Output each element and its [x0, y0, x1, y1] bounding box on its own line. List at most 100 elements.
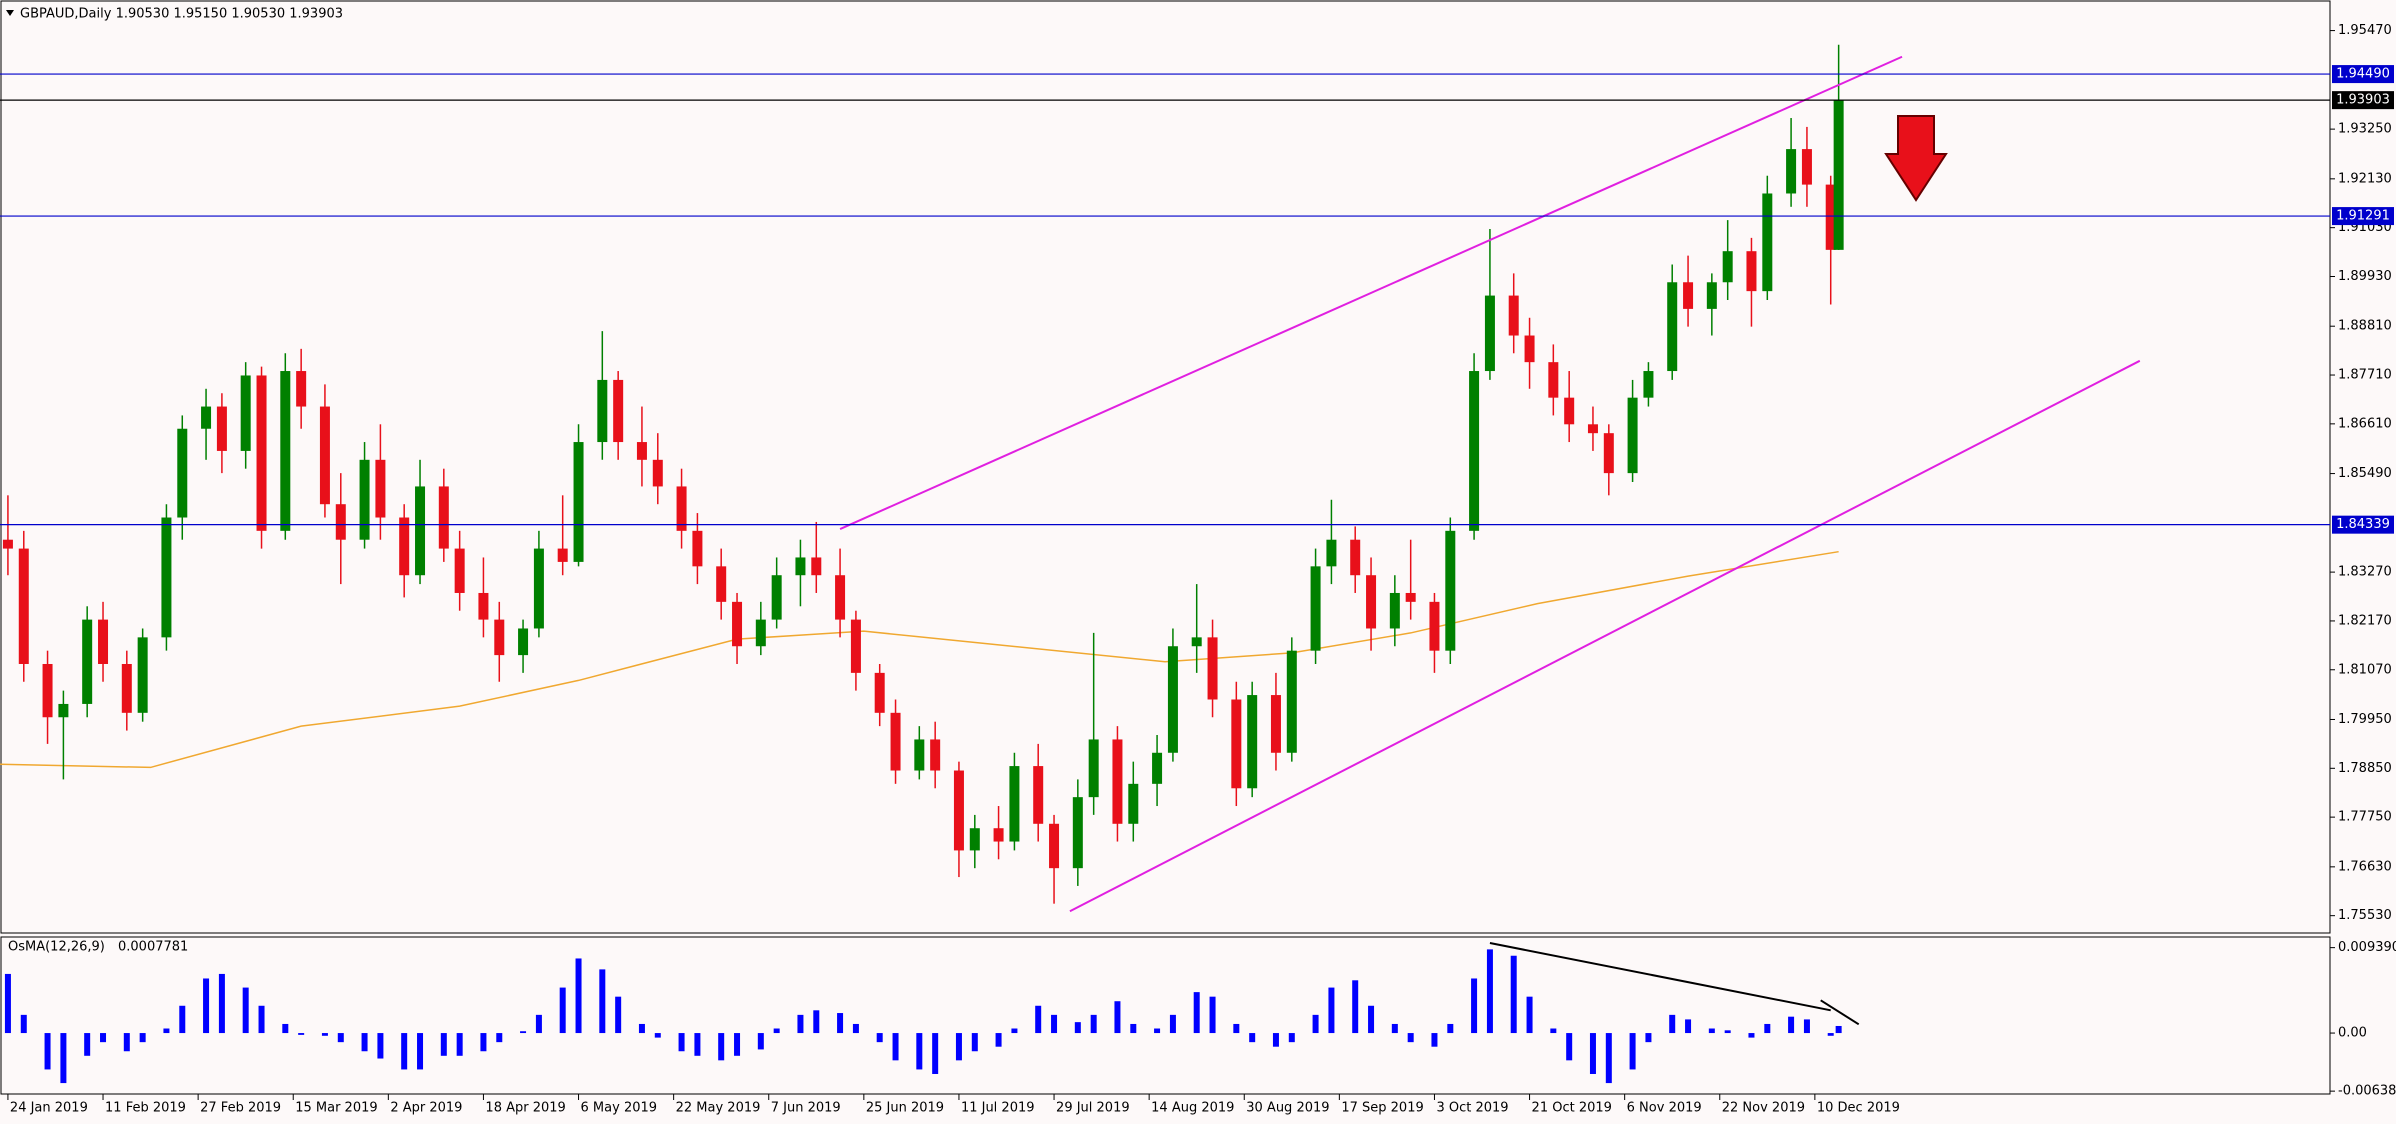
x-tick-label: 7 Jun 2019 [771, 1101, 841, 1116]
x-tick-label: 11 Jul 2019 [961, 1101, 1035, 1116]
candle-body [953, 770, 964, 851]
osma-bar [440, 1033, 447, 1056]
candle-body [755, 619, 766, 647]
osma-bar [995, 1033, 1002, 1047]
level-label-bg [2332, 65, 2394, 84]
osma-bar [100, 1033, 107, 1043]
candle-body [613, 379, 624, 443]
osma-bar [163, 1028, 170, 1034]
osma-bar [1669, 1014, 1676, 1034]
candle-body [1207, 637, 1218, 700]
candle-body [597, 379, 608, 443]
x-tick-label: 18 Apr 2019 [485, 1101, 565, 1116]
osma-bar [218, 973, 225, 1034]
osma-bar [678, 1033, 685, 1052]
candle-body [1445, 530, 1456, 651]
candle-body [676, 486, 687, 531]
osma-bar [1550, 1028, 1557, 1034]
candle-body [1746, 251, 1757, 292]
osma-title: OsMA(12,26,9) [8, 940, 105, 955]
level-label: 1.94490 [2336, 67, 2390, 82]
y-tick-label: 1.85490 [2338, 466, 2392, 481]
candle-body [914, 739, 925, 771]
candle-body [573, 442, 584, 562]
osma-bar [1803, 1019, 1810, 1034]
osma-bar [1011, 1028, 1018, 1034]
chart-title: GBPAUD,Daily 1.90530 1.95150 1.90530 1.9… [20, 7, 343, 22]
osma-bar [1629, 1033, 1636, 1070]
candle-body [1389, 592, 1400, 629]
candle-body [82, 619, 93, 704]
osma-bar [718, 1033, 725, 1061]
y-tick-label: 1.95470 [2338, 23, 2392, 38]
osma-bar [1748, 1033, 1755, 1038]
osma-bar [773, 1028, 780, 1034]
candle-body [1762, 193, 1773, 292]
main-frame [0, 0, 2331, 934]
osma-bar [1312, 1014, 1319, 1034]
candle-body [280, 371, 291, 531]
candle-body [1366, 575, 1377, 629]
y-tick-label: 1.86610 [2338, 416, 2392, 431]
candle-body [1247, 695, 1258, 789]
candle-body [533, 548, 544, 629]
candle-body [1112, 739, 1123, 824]
x-tick-label: 30 Aug 2019 [1246, 1101, 1329, 1116]
candle-body [835, 575, 846, 620]
y-tick-label: 1.78850 [2338, 761, 2392, 776]
osma-bar [1249, 1033, 1256, 1043]
candle-body [319, 406, 330, 505]
osma-bar [1566, 1033, 1573, 1061]
osma-bar [837, 1013, 844, 1034]
osma-bar [1154, 1028, 1161, 1034]
y-tick-label: 1.79950 [2338, 712, 2392, 727]
candle-body [1167, 646, 1178, 753]
y-tick-label: 1.93250 [2338, 122, 2392, 137]
x-tick-label: 21 Oct 2019 [1532, 1101, 1612, 1116]
osma-bar [813, 1010, 820, 1034]
osma-bar [797, 1014, 804, 1034]
osma-bar [1835, 1025, 1842, 1034]
candle-body [98, 619, 109, 664]
y-tick-label: 1.81070 [2338, 662, 2392, 677]
candle-body [359, 459, 370, 540]
candle-body [58, 703, 69, 718]
candle-body [478, 592, 489, 620]
osma-bar [1051, 1014, 1058, 1034]
osma-bar [1708, 1028, 1715, 1034]
candle-body [1484, 295, 1495, 372]
candle-body [716, 566, 727, 602]
candle-body [1286, 650, 1297, 753]
x-tick-label: 22 Nov 2019 [1722, 1101, 1805, 1116]
candle-body [177, 428, 188, 518]
osma-bar [1209, 996, 1216, 1034]
candle-body [1643, 371, 1654, 398]
x-tick-label: 22 May 2019 [676, 1101, 761, 1116]
osma-bar [575, 958, 582, 1034]
osma-bar [1471, 978, 1478, 1034]
candle-body [1231, 699, 1242, 789]
x-tick-label: 6 May 2019 [581, 1101, 658, 1116]
osma-bar [1827, 1033, 1834, 1036]
osma-bar [535, 1014, 542, 1034]
osma-bar [1090, 1014, 1097, 1034]
candle-body [811, 557, 822, 576]
y-tick-label: 1.76630 [2338, 859, 2392, 874]
candle-body [1524, 335, 1535, 363]
osma-bar [417, 1033, 424, 1070]
osma-bar [892, 1033, 899, 1061]
osma-bar [1605, 1033, 1612, 1084]
y-tick-label: 0.00 [2338, 1026, 2367, 1041]
osma-bar [456, 1033, 463, 1056]
candle-body [969, 828, 980, 851]
osma-bar [1391, 1023, 1398, 1034]
candle-body [1152, 752, 1163, 784]
osma-bar [559, 987, 566, 1034]
osma-bar [654, 1033, 661, 1038]
osma-bar [321, 1033, 328, 1036]
osma-bar [1685, 1019, 1692, 1034]
candle-body [1049, 823, 1060, 869]
candle-body [137, 637, 148, 713]
